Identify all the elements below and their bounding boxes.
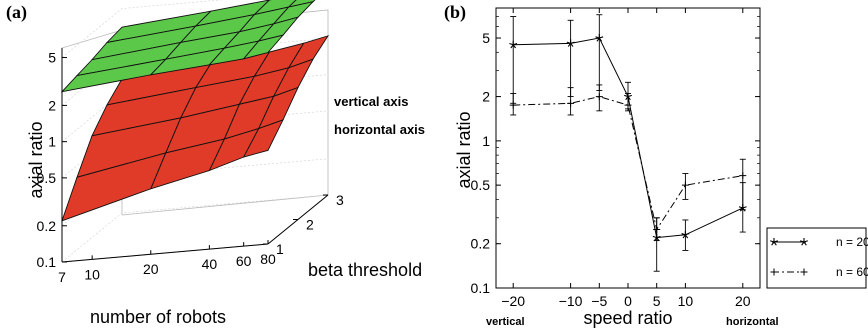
panel-b-x-end-right: horizontal bbox=[726, 316, 779, 328]
series-line bbox=[513, 96, 743, 231]
x-tick-label: 5 bbox=[653, 293, 661, 309]
data-point bbox=[595, 93, 603, 101]
legend-item: n = 20 bbox=[770, 235, 868, 249]
y-tick-label: 1 bbox=[276, 241, 284, 257]
z-tick-label: 0.5 bbox=[37, 170, 57, 186]
data-point bbox=[681, 230, 690, 239]
data-point bbox=[653, 225, 661, 233]
x-tick-label: 20 bbox=[735, 293, 751, 309]
data-point bbox=[770, 238, 778, 246]
data-point bbox=[800, 238, 808, 246]
x-tick-label: 7 bbox=[58, 269, 66, 285]
surface-vertical-axis bbox=[60, 0, 316, 93]
panel-a-zlabel: axial ratio bbox=[26, 121, 46, 198]
annotation-vertical-axis: vertical axis bbox=[334, 94, 408, 109]
x-tick-label: 60 bbox=[236, 253, 252, 269]
panel-a-ylabel: beta threshold bbox=[308, 260, 422, 280]
y-tick-label: 0.1 bbox=[471, 280, 491, 296]
y-tick-label: 0.2 bbox=[471, 236, 491, 252]
panel-b-x-end-left: vertical bbox=[486, 316, 525, 328]
annotation-horizontal-axis: horizontal axis bbox=[334, 122, 425, 137]
panel-a-label: (a) bbox=[6, 2, 27, 23]
x-tick-label: 10 bbox=[678, 293, 694, 309]
z-tick-label: 0.1 bbox=[37, 254, 57, 270]
panel-b-plot-frame bbox=[495, 7, 761, 289]
z-tick-label: 2 bbox=[48, 97, 56, 113]
data-point bbox=[567, 99, 575, 107]
panel-b: (b) 0.1 0.2 0.5 1 2 5 −20 −10 −5 0 5 10 20 axial rat… bbox=[444, 2, 868, 328]
series-n-60 bbox=[509, 84, 747, 242]
y-tick-label: 5 bbox=[482, 30, 490, 46]
series-line bbox=[513, 37, 743, 239]
y-tick-label: 2 bbox=[482, 89, 490, 105]
panel-b-ylabel: axial ratio bbox=[454, 111, 474, 188]
legend-item: n = 60 bbox=[770, 265, 868, 279]
y-tick-label: 2 bbox=[306, 217, 314, 233]
surface-patch bbox=[242, 119, 284, 158]
x-tick-label: 0 bbox=[624, 293, 632, 309]
legend-label: n = 60 bbox=[836, 265, 868, 279]
panel-a-surfaces bbox=[60, 0, 330, 222]
x-tick-label: 10 bbox=[84, 266, 100, 282]
legend-label: n = 20 bbox=[836, 235, 868, 249]
data-point bbox=[509, 40, 518, 49]
data-point bbox=[800, 268, 808, 276]
panel-b-legend: n = 20 n = 60 bbox=[766, 227, 868, 289]
z-tick-label: 5 bbox=[48, 50, 56, 66]
grid-line bbox=[61, 194, 329, 263]
panel-b-series bbox=[509, 14, 747, 272]
surface-patch bbox=[242, 34, 285, 60]
surface-horizontal-axis bbox=[61, 35, 330, 222]
y-tick-label: 1 bbox=[482, 133, 490, 149]
data-point bbox=[624, 101, 632, 109]
y-tick-label: 0.5 bbox=[471, 177, 491, 193]
panel-a-xlabel: number of robots bbox=[90, 307, 226, 327]
panel-b-label: (b) bbox=[444, 2, 466, 23]
data-point bbox=[595, 34, 604, 42]
data-point bbox=[509, 101, 517, 109]
legend-box bbox=[766, 227, 867, 289]
panel-b-xlabel: speed ratio bbox=[583, 308, 672, 328]
data-point bbox=[566, 39, 575, 47]
x-axis-line bbox=[61, 243, 269, 263]
x-tick-label: 40 bbox=[202, 256, 218, 272]
x-tick-label: −20 bbox=[501, 293, 525, 309]
z-tick-label: 0.2 bbox=[37, 218, 57, 234]
x-tick-label: 80 bbox=[260, 251, 276, 267]
x-tick-label: 20 bbox=[143, 261, 159, 277]
z-tick-label: 1 bbox=[48, 134, 56, 150]
data-point bbox=[681, 181, 689, 189]
grid-line bbox=[61, 0, 224, 58]
x-tick-label: −5 bbox=[591, 293, 607, 309]
series-n-20 bbox=[509, 14, 747, 272]
y-tick-label: 3 bbox=[336, 192, 344, 208]
data-point bbox=[739, 172, 747, 180]
data-point bbox=[770, 268, 778, 276]
x-tick-label: −10 bbox=[559, 293, 583, 309]
panel-b-axes: 0.1 0.2 0.5 1 2 5 −20 −10 −5 0 5 10 20 bbox=[471, 7, 760, 309]
